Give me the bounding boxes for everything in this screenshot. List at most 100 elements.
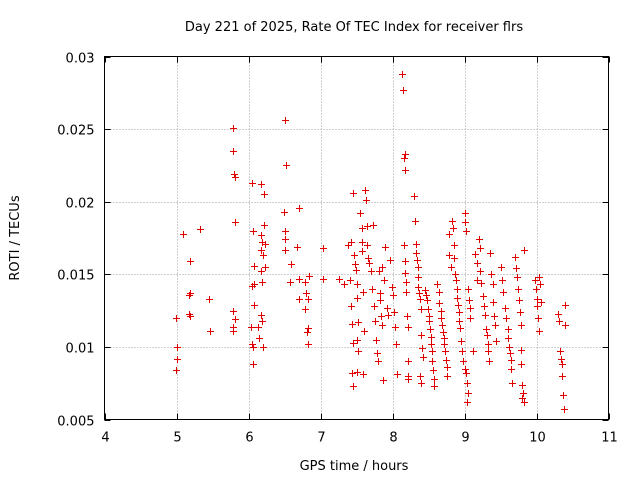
y-tick-label: 0.025	[57, 124, 94, 139]
data-point	[457, 325, 464, 332]
data-point	[508, 357, 515, 364]
data-point	[262, 241, 269, 248]
data-point	[255, 324, 262, 331]
data-point	[402, 258, 409, 265]
data-point	[365, 255, 372, 262]
data-point	[187, 290, 194, 297]
data-point	[519, 382, 526, 389]
data-point	[503, 315, 510, 322]
data-point	[351, 252, 358, 259]
data-point	[403, 289, 410, 296]
data-point	[454, 286, 461, 293]
data-point	[364, 242, 371, 249]
data-point	[349, 370, 356, 377]
data-point	[173, 315, 180, 322]
data-point	[294, 244, 301, 251]
data-point	[429, 348, 436, 355]
data-point	[359, 225, 366, 232]
data-point	[352, 261, 359, 268]
data-point	[520, 390, 527, 397]
data-point	[537, 281, 544, 288]
data-point	[287, 279, 294, 286]
data-point	[493, 338, 500, 345]
data-point	[336, 276, 343, 283]
data-point	[463, 370, 470, 377]
data-point	[483, 326, 490, 333]
data-point	[458, 338, 465, 345]
data-point	[349, 321, 356, 328]
grid	[104, 56, 609, 420]
data-point	[374, 350, 381, 357]
data-point	[463, 228, 470, 235]
data-point	[534, 303, 541, 310]
data-point	[477, 268, 484, 275]
data-point	[411, 193, 418, 200]
data-point	[519, 395, 526, 402]
data-point	[535, 315, 542, 322]
data-point	[354, 281, 361, 288]
data-point	[470, 348, 477, 355]
data-point	[354, 369, 361, 376]
data-point	[499, 277, 506, 284]
x-tick-label: 4	[101, 431, 109, 446]
data-point	[258, 312, 265, 319]
data-point	[400, 87, 407, 94]
data-point	[361, 328, 368, 335]
data-point	[359, 248, 366, 255]
data-point	[480, 293, 487, 300]
data-point	[426, 318, 433, 325]
data-point	[262, 264, 269, 271]
data-point	[560, 392, 567, 399]
data-point	[341, 281, 348, 288]
data-point	[187, 313, 194, 320]
data-point	[381, 277, 388, 284]
data-point	[357, 210, 364, 217]
data-point	[559, 373, 566, 380]
data-point	[354, 295, 361, 302]
data-point	[478, 280, 485, 287]
data-point	[521, 247, 528, 254]
data-point	[249, 341, 256, 348]
data-point	[258, 232, 265, 239]
data-point	[306, 273, 313, 280]
data-point	[260, 344, 267, 351]
data-point	[436, 300, 443, 307]
data-point	[355, 348, 362, 355]
data-point	[353, 267, 360, 274]
data-point	[440, 329, 447, 336]
data-point	[474, 277, 481, 284]
y-tick-label: 0.01	[66, 342, 95, 357]
chart-title: Day 221 of 2025, Rate Of TEC Index for r…	[185, 20, 523, 35]
data-point	[394, 371, 401, 378]
data-point	[387, 257, 394, 264]
data-point	[518, 322, 525, 329]
data-point	[248, 324, 255, 331]
data-point	[296, 205, 303, 212]
data-point	[498, 264, 505, 271]
data-point	[518, 361, 525, 368]
data-point	[207, 328, 214, 335]
data-point	[251, 302, 258, 309]
data-point	[490, 299, 497, 306]
data-point	[377, 297, 384, 304]
data-point	[450, 225, 457, 232]
data-point	[516, 297, 523, 304]
data-point	[562, 302, 569, 309]
x-tick-label: 9	[461, 431, 469, 446]
data-point	[413, 250, 420, 257]
data-point	[434, 281, 441, 288]
data-point	[448, 264, 455, 271]
data-point	[370, 222, 377, 229]
data-point	[436, 289, 443, 296]
data-point	[490, 281, 497, 288]
y-axis-label: ROTI / TECUs	[8, 195, 23, 280]
x-tick-label: 8	[389, 431, 397, 446]
x-tick-label: 5	[173, 431, 181, 446]
data-point	[431, 383, 438, 390]
data-point	[446, 252, 453, 259]
data-points	[173, 71, 569, 413]
data-point	[305, 341, 312, 348]
data-point	[378, 313, 385, 320]
data-point	[488, 271, 495, 278]
data-point	[532, 277, 539, 284]
